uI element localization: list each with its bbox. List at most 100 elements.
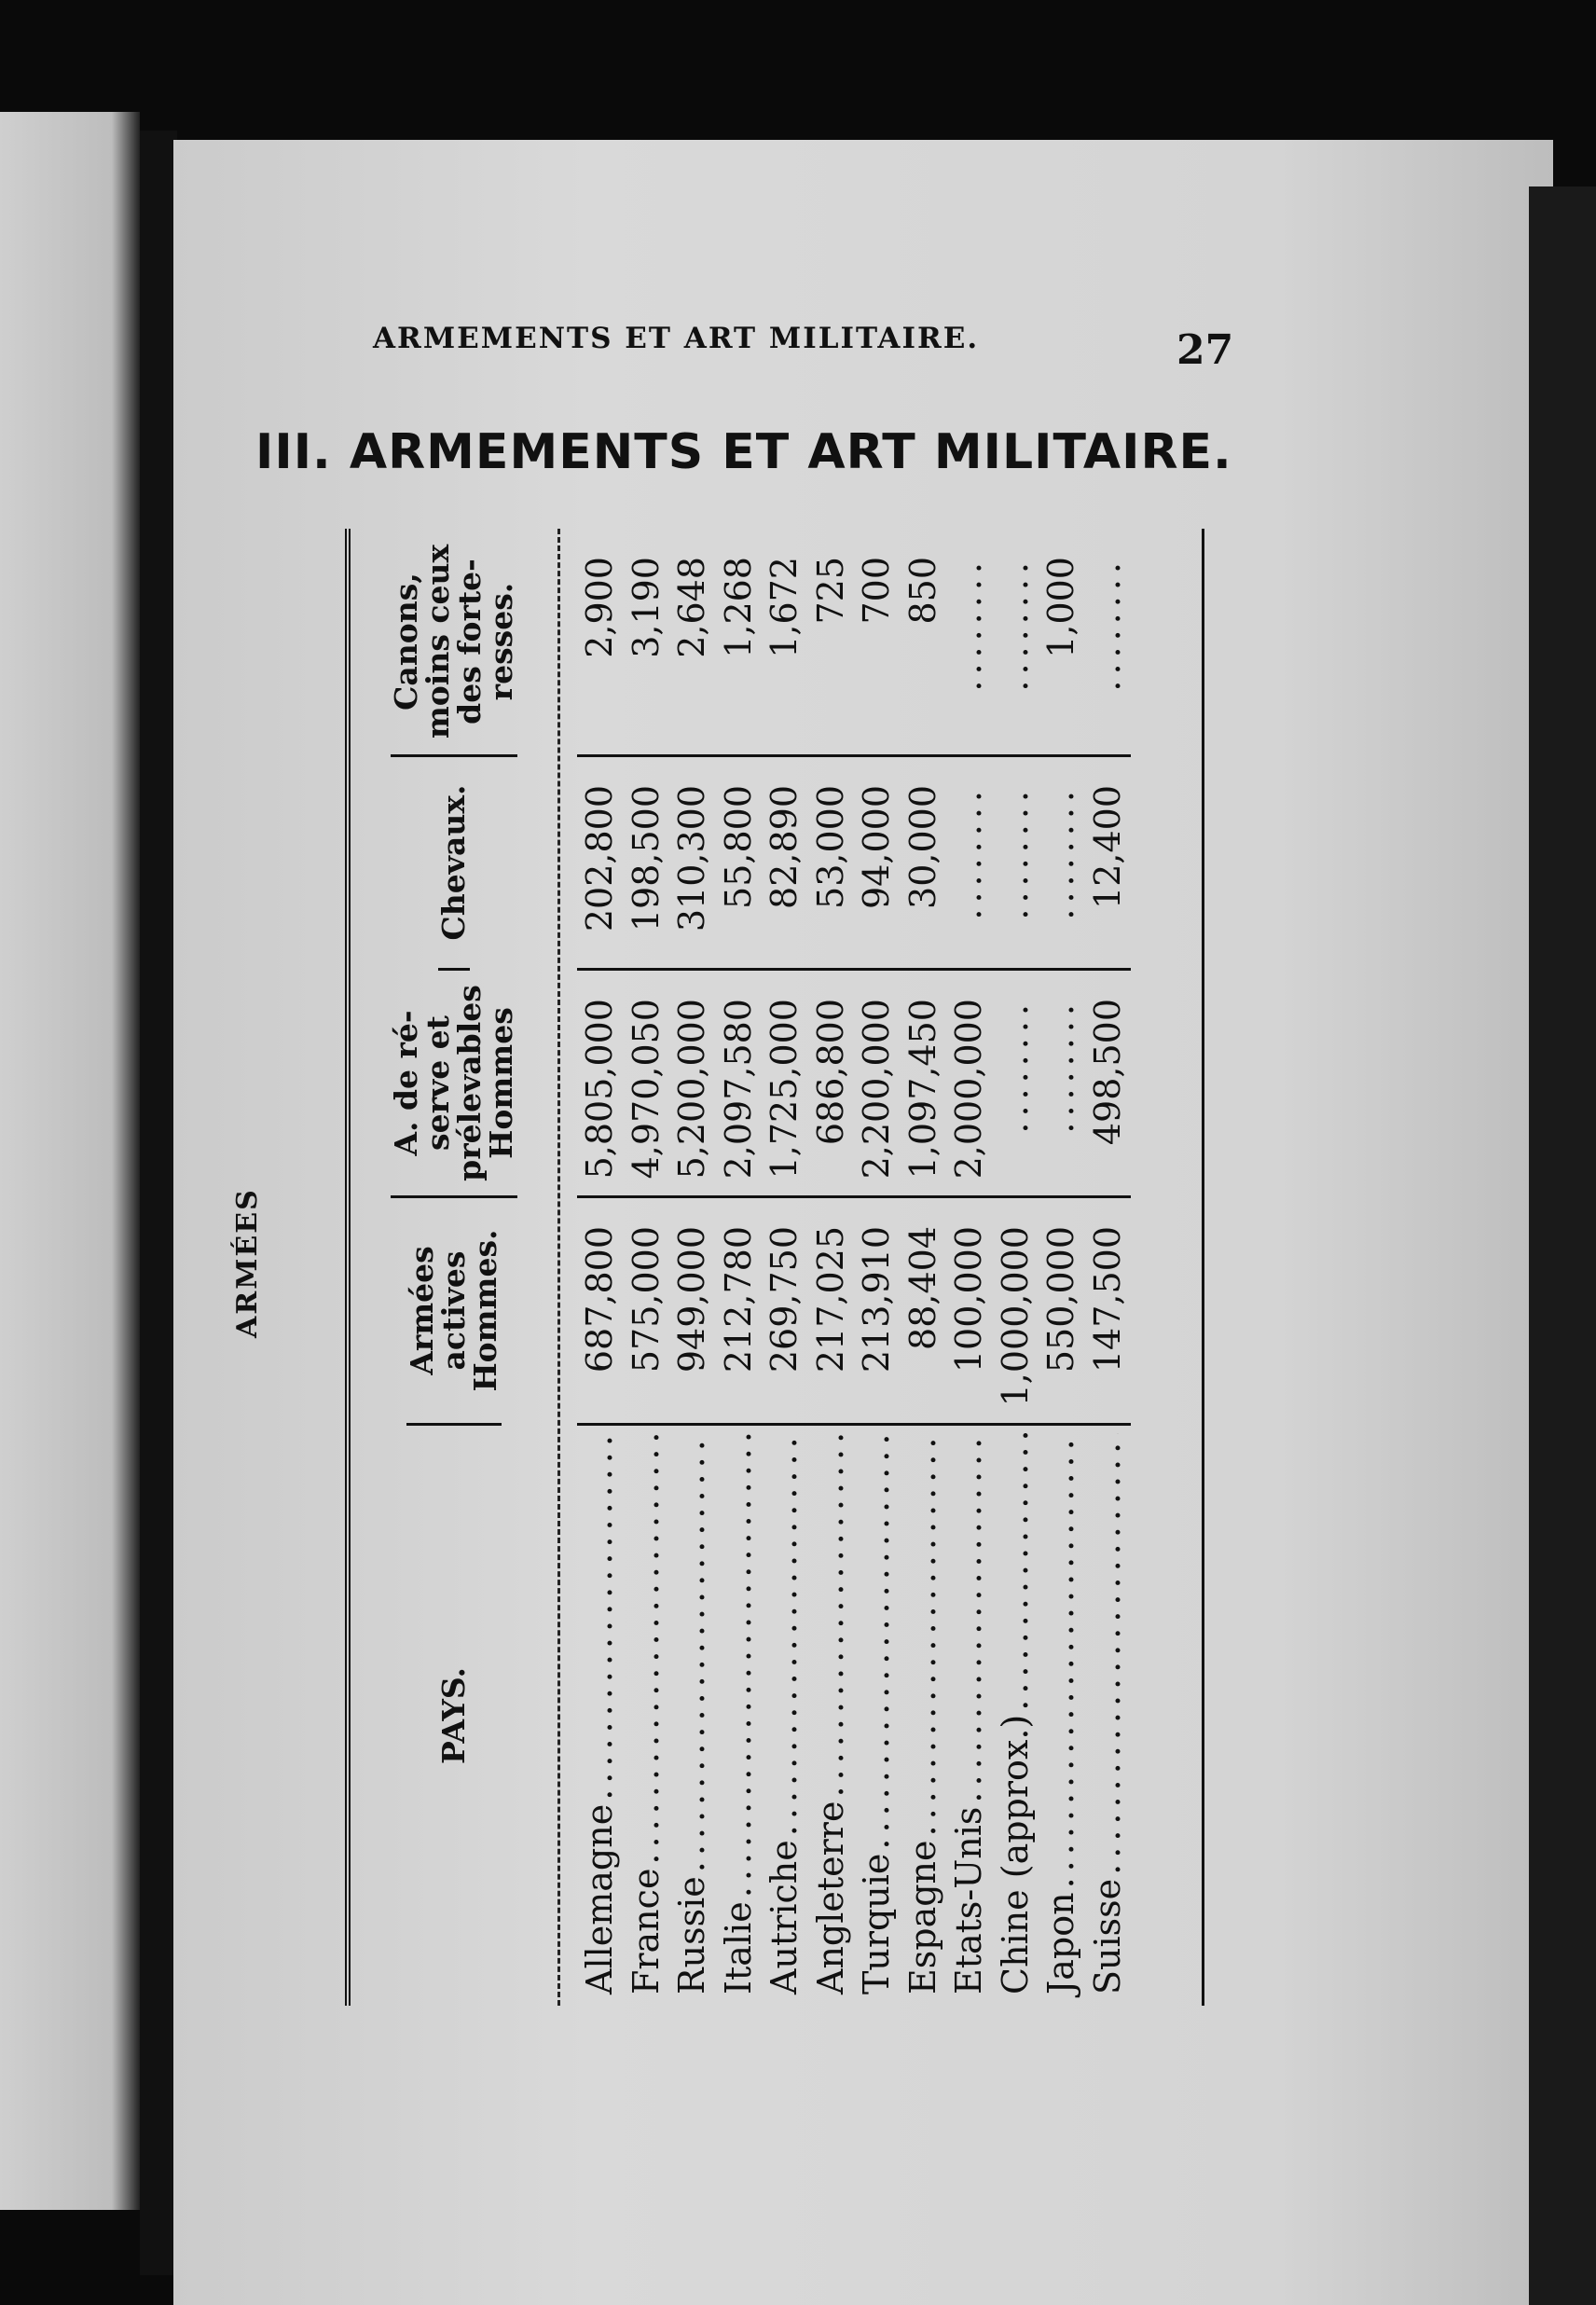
page-number: 27	[1176, 326, 1234, 374]
value-cell: 82,890	[762, 757, 808, 971]
country-cell: Espagne.................................…	[901, 1426, 947, 2006]
value-cell: 55,800	[715, 757, 762, 971]
country-cell: Autriche................................…	[762, 1426, 808, 2006]
page-title: III. ARMEMENTS ET ART MILITAIRE.	[255, 424, 1232, 480]
book-page	[173, 140, 1553, 2305]
book-spine	[140, 131, 177, 2275]
value-cell: 1,000,000	[992, 1198, 1039, 1426]
country-cell: Turquie.................................…	[854, 1426, 901, 2006]
table-row: Japon...................................…	[1039, 529, 1085, 2006]
country-cell: Italie..................................…	[716, 1426, 763, 2006]
value-cell: 217,025	[807, 1198, 854, 1426]
dot-leader: ........................................…	[901, 1433, 947, 1840]
country-cell: Suisse..................................…	[1085, 1426, 1132, 2006]
value-cell: 1,268	[715, 529, 762, 757]
dot-leader: ........................................…	[669, 1433, 716, 1876]
country-name: France	[625, 1868, 667, 1994]
value-cell: 30,000	[900, 757, 946, 971]
country-name: Japon	[1040, 1892, 1081, 1994]
column-header-horses: Chevaux.	[435, 757, 472, 971]
value-cell: 147,500	[1084, 1198, 1131, 1426]
value-cell: 1,672	[762, 529, 808, 757]
column-header-cannons: Canons, moins ceux des forte- resses.	[388, 529, 519, 757]
value-cell: 53,000	[807, 757, 854, 971]
country-cell: Japon...................................…	[1039, 1426, 1085, 2006]
value-cell: 2,200,000	[854, 971, 901, 1198]
value-cell: 1,725,000	[762, 971, 808, 1198]
value-cell: 5,200,000	[669, 971, 716, 1198]
country-cell: Etats-Unis..............................…	[946, 1426, 993, 2006]
table-row: Angleterre..............................…	[807, 529, 855, 2006]
value-cell: 202,800	[577, 757, 624, 971]
value-cell: ........	[946, 529, 993, 757]
value-cell: 4,970,050	[623, 971, 669, 1198]
value-cell: 686,800	[807, 971, 854, 1198]
table-row: Italie..................................…	[715, 529, 763, 2006]
value-cell: 100,000	[946, 1198, 993, 1426]
left-page-edge	[0, 112, 140, 2210]
table-row: Suisse..................................…	[1084, 529, 1132, 2006]
column-header-country: PAYS.	[435, 1666, 472, 1765]
value-cell: ........	[992, 757, 1039, 971]
running-header: ARMEMENTS ET ART MILITAIRE.	[373, 322, 980, 355]
country-name: Espagne	[901, 1840, 943, 1994]
country-cell: Russie..................................…	[669, 1426, 716, 2006]
value-cell: ........	[1039, 971, 1085, 1198]
armies-table: PAYS. Armées actives Hommes. A. de ré- s…	[345, 529, 1204, 2006]
value-cell: 198,500	[623, 757, 669, 971]
country-name: Autriche	[764, 1840, 805, 1994]
column-header-active-armies: Armées actives Hommes.	[404, 1198, 503, 1426]
table-row: France..................................…	[623, 529, 670, 2006]
dot-leader: ........................................…	[762, 1433, 808, 1840]
value-cell: 213,910	[854, 1198, 901, 1426]
value-cell: ........	[946, 757, 993, 971]
value-cell: 1,000	[1039, 529, 1085, 757]
value-cell: 700	[854, 529, 901, 757]
value-cell: ........	[1039, 757, 1085, 971]
value-cell: 850	[900, 529, 946, 757]
value-cell: 2,000,000	[946, 971, 993, 1198]
value-cell: 725	[807, 529, 854, 757]
value-cell: 575,000	[623, 1198, 669, 1426]
table-row: Espagne.................................…	[900, 529, 947, 2006]
country-name: Italie	[717, 1901, 759, 1994]
value-cell: 269,750	[762, 1198, 808, 1426]
country-name: Chine (approx.)	[994, 1714, 1036, 1994]
value-cell: 550,000	[1039, 1198, 1085, 1426]
dot-leader: ........................................…	[808, 1433, 855, 1801]
table-row: Autriche................................…	[762, 529, 808, 2006]
dot-leader: ........................................…	[1039, 1433, 1085, 1892]
table-row: Allemagne...............................…	[577, 529, 624, 2006]
table-row: Turquie.................................…	[854, 529, 901, 2006]
dot-leader: ........................................…	[1085, 1433, 1132, 1879]
right-page-edge	[1529, 186, 1596, 2305]
country-cell: Chine (approx.).........................…	[993, 1426, 1039, 2006]
value-cell: 2,648	[669, 529, 716, 757]
table-body: Allemagne...............................…	[560, 529, 1131, 2006]
table-row: Etats-Unis..............................…	[946, 529, 993, 2006]
country-name: Turquie	[856, 1853, 897, 1994]
value-cell: ........	[992, 529, 1039, 757]
dot-leader: ........................................…	[993, 1433, 1039, 1715]
value-cell: 687,800	[577, 1198, 624, 1426]
dot-leader: ........................................…	[624, 1433, 670, 1869]
value-cell: 498,500	[1084, 971, 1131, 1198]
table-row: Chine (approx.).........................…	[992, 529, 1039, 2006]
value-cell: 12,400	[1084, 757, 1131, 971]
dot-leader: ........................................…	[946, 1433, 993, 1807]
value-cell: 94,000	[854, 757, 901, 971]
value-cell: 88,404	[900, 1198, 946, 1426]
country-name: Suisse	[1086, 1878, 1128, 1994]
dot-leader: ........................................…	[577, 1433, 624, 1804]
value-cell: 949,000	[669, 1198, 716, 1426]
country-name: Allemagne	[579, 1803, 620, 1994]
value-cell: ........	[1084, 529, 1131, 757]
value-cell: 3,190	[623, 529, 669, 757]
value-cell: 2,097,580	[715, 971, 762, 1198]
table-row: Russie..................................…	[669, 529, 716, 2006]
value-cell: ........	[992, 971, 1039, 1198]
country-cell: Allemagne...............................…	[577, 1426, 624, 2006]
table-header-row: PAYS. Armées actives Hommes. A. de ré- s…	[351, 529, 560, 2006]
column-header-reserves: A. de ré- serve et prélevables Hommes	[388, 971, 519, 1198]
country-name: Angleterre	[809, 1801, 851, 1994]
